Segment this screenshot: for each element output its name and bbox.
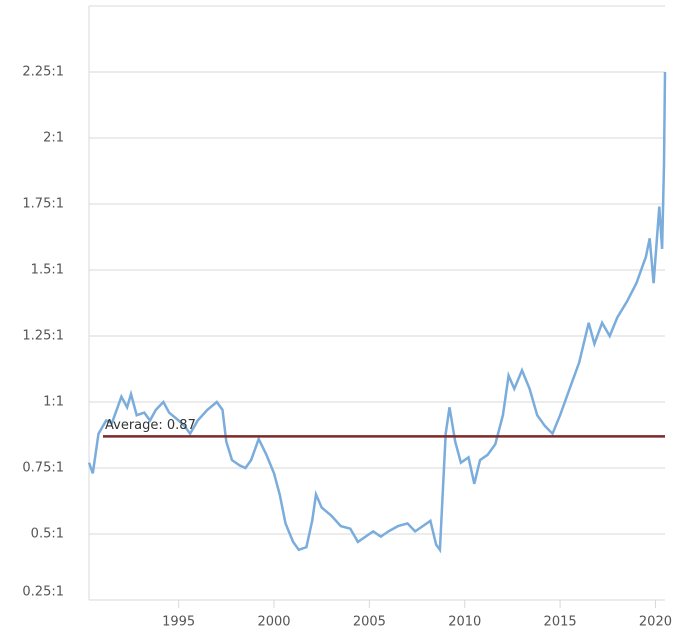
x-tick-label: 1995 <box>162 615 195 630</box>
y-tick-label: 0.5:1 <box>31 527 64 542</box>
x-tick-label: 2020 <box>639 615 672 630</box>
x-tick-label: 2015 <box>544 615 577 630</box>
y-tick-label: 1:1 <box>43 395 64 410</box>
x-tick-label: 2005 <box>353 615 386 630</box>
x-tick-label: 2010 <box>448 615 481 630</box>
line-series <box>87 71 667 554</box>
y-tick-label: 1.75:1 <box>22 197 64 212</box>
y-tick-label: 1.5:1 <box>31 263 64 278</box>
y-tick-label: 1.25:1 <box>22 329 64 344</box>
y-tick-label: 0.75:1 <box>22 461 64 476</box>
average-label: Average: 0.87 <box>105 418 196 433</box>
y-tick-label: 2:1 <box>43 131 64 146</box>
y-tick-label: 2.25:1 <box>22 65 64 80</box>
y-tick-label: 0.25:1 <box>22 585 64 600</box>
x-tick-label: 2000 <box>257 615 290 630</box>
